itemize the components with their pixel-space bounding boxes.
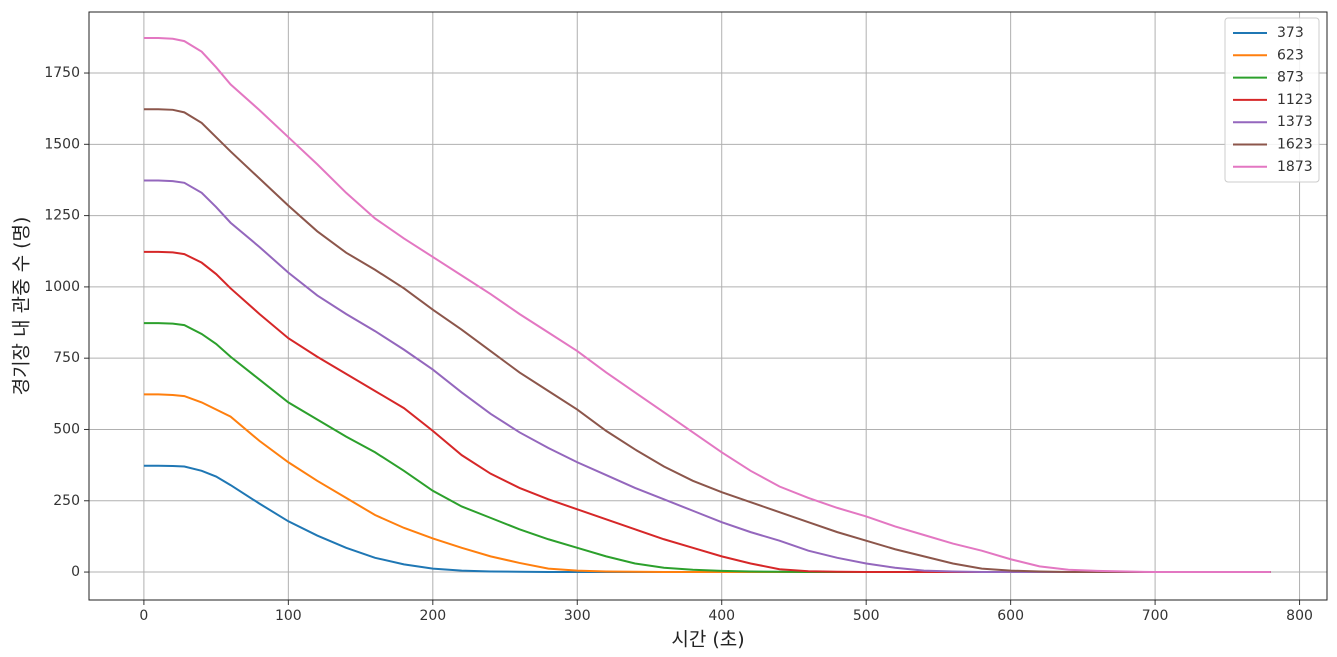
legend-label: 373 <box>1277 25 1304 41</box>
plot-frame <box>88 11 1328 601</box>
series-line <box>143 322 1271 574</box>
y-tick-label: 750 <box>53 350 80 366</box>
x-tick-label: 700 <box>1142 608 1169 624</box>
x-tick-label: 200 <box>419 608 446 624</box>
series-line <box>143 250 1271 574</box>
series-line <box>143 464 1271 574</box>
legend-label: 1123 <box>1277 92 1313 108</box>
series-line <box>143 179 1271 574</box>
x-tick-label: 400 <box>708 608 735 624</box>
legend-label: 1873 <box>1277 159 1313 175</box>
series-line <box>143 108 1271 574</box>
y-tick-label: 1250 <box>44 208 80 224</box>
x-tick-label: 500 <box>853 608 880 624</box>
y-tick-label: 1500 <box>44 136 80 152</box>
x-tick-label: 0 <box>139 608 148 624</box>
series-line <box>143 393 1271 574</box>
y-tick-label: 250 <box>53 493 80 509</box>
legend-label: 623 <box>1277 47 1304 63</box>
y-tick-label: 1750 <box>44 65 80 81</box>
x-axis-label: 시간 (초) <box>671 629 744 651</box>
x-tick-label: 600 <box>997 608 1024 624</box>
legend-label: 873 <box>1277 70 1304 86</box>
y-tick-label: 500 <box>53 421 80 437</box>
legend: 373 623 873 1123 1373 1623 1873 <box>1224 17 1320 183</box>
x-tick-label: 300 <box>564 608 591 624</box>
y-tick-label: 0 <box>71 564 80 580</box>
series-line <box>143 36 1271 574</box>
legend-box <box>1224 17 1320 183</box>
legend-label: 1623 <box>1277 137 1313 153</box>
legend-label: 1373 <box>1277 114 1313 130</box>
x-tick-label: 100 <box>275 608 302 624</box>
y-axis-label: 경기장 내 관중 수 (명) <box>11 217 33 396</box>
x-tick-label: 800 <box>1286 608 1313 624</box>
y-tick-label: 1000 <box>44 279 80 295</box>
